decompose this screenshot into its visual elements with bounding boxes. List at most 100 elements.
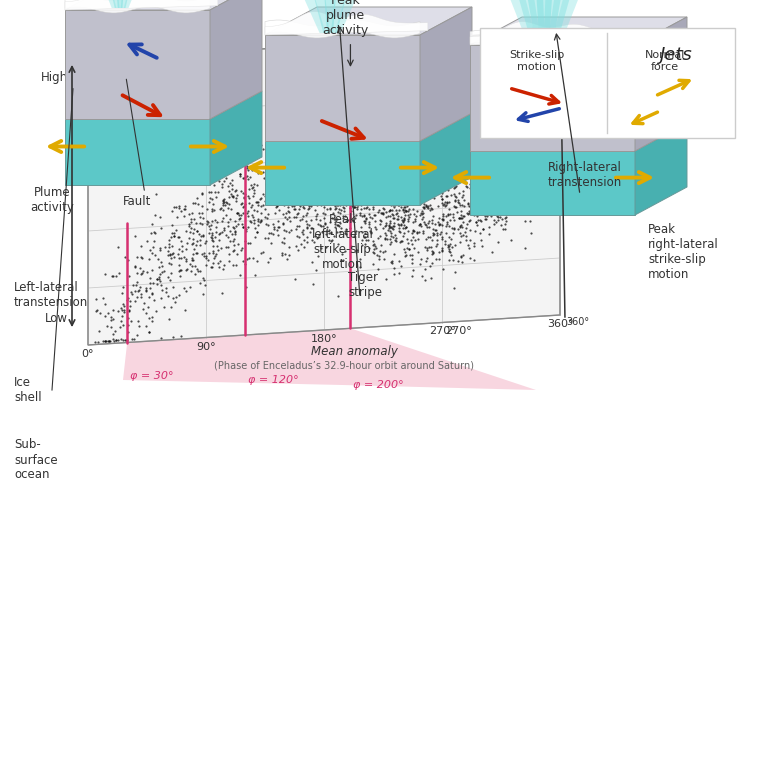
Point <box>442 184 454 196</box>
Point <box>140 285 152 297</box>
Point <box>260 178 272 190</box>
Point <box>249 222 261 235</box>
Point <box>303 186 316 199</box>
Point <box>226 228 238 240</box>
Point <box>504 175 516 188</box>
Point <box>526 147 538 160</box>
Point <box>120 333 132 346</box>
Point <box>533 124 545 137</box>
Point <box>406 185 418 197</box>
Point <box>548 136 561 149</box>
Polygon shape <box>548 0 588 43</box>
Point <box>367 239 379 251</box>
Point <box>436 181 449 193</box>
Point <box>320 228 333 241</box>
Point <box>237 172 250 185</box>
Point <box>131 329 143 342</box>
Point <box>421 244 433 256</box>
Point <box>460 230 472 242</box>
Point <box>300 236 313 249</box>
Point <box>433 170 445 183</box>
Point <box>497 134 509 146</box>
Point <box>483 178 495 191</box>
Point <box>311 249 323 262</box>
Point <box>545 181 558 193</box>
Text: Strike-slip
motion: Strike-slip motion <box>509 50 564 72</box>
Point <box>382 204 395 217</box>
Point <box>197 247 209 260</box>
Point <box>410 195 422 207</box>
Point <box>238 156 250 168</box>
Point <box>524 214 536 227</box>
Point <box>386 169 398 181</box>
Point <box>217 197 229 210</box>
Point <box>191 163 204 175</box>
Point <box>385 227 397 239</box>
Point <box>268 186 280 199</box>
Point <box>457 216 469 228</box>
Point <box>163 313 175 325</box>
Point <box>499 212 511 224</box>
Point <box>356 239 369 251</box>
Point <box>414 178 426 190</box>
Point <box>124 315 137 328</box>
Point <box>489 192 502 205</box>
Point <box>347 230 359 242</box>
Point <box>353 190 365 203</box>
Text: Tiger
stripe: Tiger stripe <box>348 271 382 299</box>
Point <box>114 314 127 327</box>
Point <box>385 229 397 242</box>
Point <box>480 203 492 216</box>
Point <box>406 256 419 269</box>
Point <box>290 211 302 224</box>
Point <box>376 246 389 258</box>
Point <box>116 303 128 316</box>
Point <box>425 202 438 214</box>
Point <box>122 319 134 332</box>
Point <box>479 205 492 217</box>
Point <box>439 181 452 193</box>
Point <box>367 258 379 271</box>
Point <box>210 169 222 181</box>
Point <box>220 196 232 209</box>
Point <box>159 241 171 253</box>
Point <box>496 200 508 213</box>
Point <box>383 218 396 231</box>
Point <box>454 212 466 224</box>
Point <box>369 198 381 210</box>
Point <box>310 197 323 210</box>
Point <box>376 186 388 199</box>
Point <box>321 221 333 233</box>
Point <box>252 214 264 227</box>
Polygon shape <box>635 17 687 151</box>
Polygon shape <box>470 151 635 215</box>
Point <box>398 227 410 239</box>
Point <box>250 196 263 208</box>
Point <box>163 257 175 270</box>
Point <box>537 131 549 143</box>
Point <box>141 282 153 294</box>
Point <box>476 239 488 252</box>
Point <box>195 230 207 242</box>
Point <box>187 196 199 209</box>
Point <box>415 170 428 182</box>
Point <box>230 248 243 260</box>
Point <box>257 188 270 200</box>
Point <box>230 184 242 196</box>
Point <box>111 334 123 346</box>
Point <box>503 180 515 192</box>
Point <box>528 178 541 191</box>
Point <box>515 168 528 181</box>
Point <box>300 190 313 203</box>
Point <box>386 173 399 185</box>
Point <box>218 193 230 206</box>
Point <box>535 141 547 153</box>
Point <box>409 213 421 225</box>
Point <box>199 237 211 249</box>
Point <box>276 192 289 204</box>
Point <box>241 160 253 173</box>
Point <box>511 131 523 144</box>
Point <box>376 183 388 196</box>
Point <box>129 260 141 272</box>
Point <box>429 224 442 236</box>
